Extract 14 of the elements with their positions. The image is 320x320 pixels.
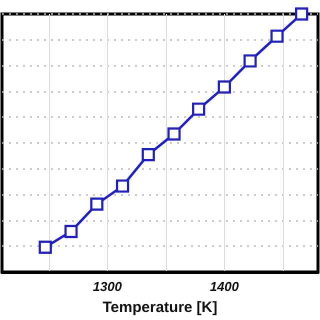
point xyxy=(38,240,52,254)
point xyxy=(90,198,104,211)
point xyxy=(270,30,284,43)
point xyxy=(218,80,231,94)
point xyxy=(295,7,308,21)
point xyxy=(244,54,257,68)
x-tick-label: 1400 xyxy=(210,279,240,294)
point xyxy=(142,148,155,162)
point xyxy=(64,224,78,238)
x-tick-label: 1300 xyxy=(92,279,123,294)
point xyxy=(192,102,206,116)
point xyxy=(116,179,130,193)
point xyxy=(167,127,181,141)
x-axis-title: Temperature [K] xyxy=(102,299,218,316)
